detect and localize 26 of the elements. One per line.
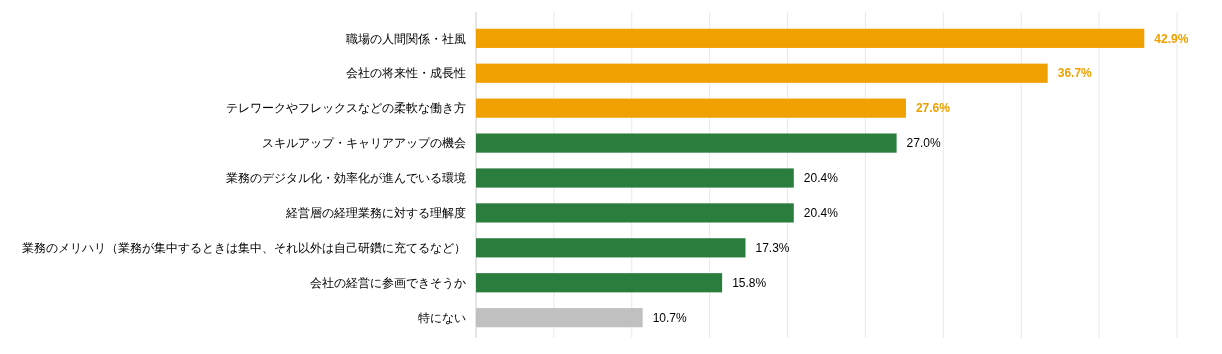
data-label: 15.8% (732, 275, 767, 290)
y-tick-label: 会社の将来性・成長性 (346, 66, 466, 81)
data-label: 20.4% (803, 171, 839, 186)
bar (476, 203, 794, 223)
bar (476, 273, 723, 293)
bar (476, 63, 1048, 83)
y-tick-label: 特にない (418, 310, 466, 325)
data-label: 42.9% (1154, 31, 1189, 46)
data-label: 17.3% (755, 241, 790, 256)
data-label: 36.7% (1057, 66, 1093, 81)
bar (476, 98, 906, 118)
y-tick-label: テレワークやフレックスなどの柔軟な働き方 (226, 101, 466, 116)
y-tick-label: 会社の経営に参画できそうか (310, 275, 466, 290)
data-label: 10.7% (652, 310, 688, 325)
y-tick-label: 業務のメリハリ（業務が集中するときは集中、それ以外は自己研鑽に充てるなど） (22, 241, 466, 256)
bar (476, 28, 1145, 48)
y-tick-label: 業務のデジタル化・効率化が進んでいる環境 (226, 171, 466, 186)
bar (476, 168, 794, 188)
y-tick-label: 職場の人間関係・社風 (346, 31, 466, 46)
bar (476, 238, 746, 258)
data-label: 20.4% (803, 206, 839, 221)
bar (476, 133, 897, 153)
y-tick-label: 経営層の経理業務に対する理解度 (285, 206, 466, 221)
data-label: 27.6% (915, 101, 951, 116)
data-label: 27.0% (906, 136, 941, 151)
y-tick-label: スキルアップ・キャリアアップの機会 (262, 136, 466, 151)
